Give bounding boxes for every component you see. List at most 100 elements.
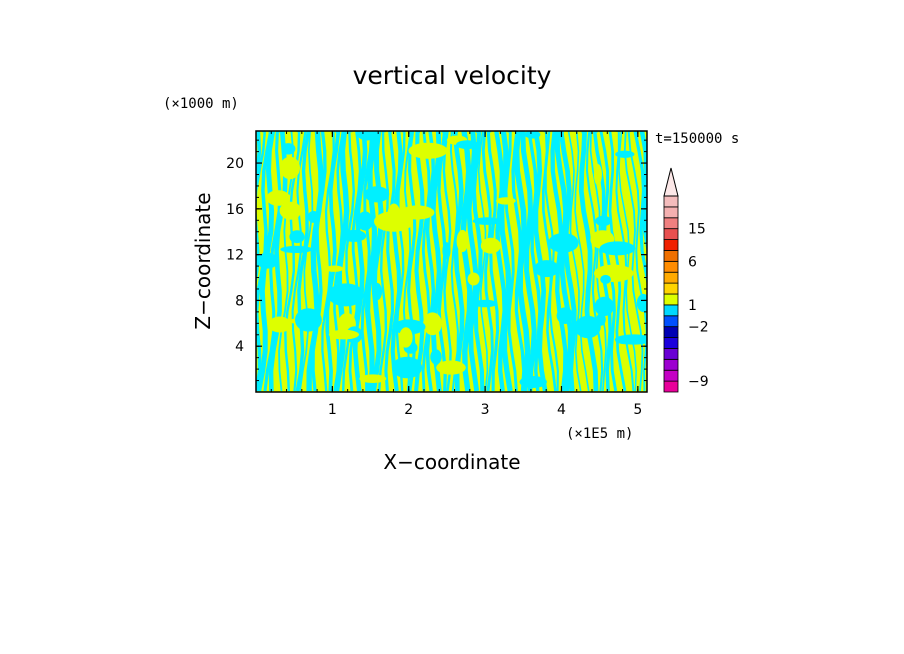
colorbar-band bbox=[663, 271, 679, 284]
field-stripe bbox=[578, 131, 599, 392]
field-patch bbox=[325, 265, 344, 272]
field-stripe bbox=[395, 131, 406, 392]
field-stripe bbox=[348, 131, 362, 392]
field-stripe bbox=[342, 131, 356, 392]
field-patch bbox=[534, 260, 559, 278]
field-stripe bbox=[466, 131, 480, 392]
field-patch bbox=[307, 210, 320, 223]
field-stripe bbox=[390, 131, 403, 392]
field-stripe bbox=[311, 131, 327, 392]
colorbar-band bbox=[663, 380, 679, 393]
field-patch bbox=[281, 143, 296, 155]
field-patch bbox=[391, 356, 423, 379]
x-axis-label: X−coordinate bbox=[383, 450, 520, 474]
field-patch bbox=[593, 164, 602, 186]
y-axis-label: Z−coordinate bbox=[191, 192, 215, 329]
field-stripe bbox=[589, 131, 607, 392]
field-stripe bbox=[544, 131, 559, 392]
field-stripe bbox=[256, 131, 276, 392]
field-patch bbox=[372, 282, 383, 301]
field-stripe bbox=[574, 131, 590, 392]
colorbar-overflow-arrow bbox=[663, 167, 679, 197]
field-patch bbox=[636, 293, 647, 313]
field-stripe bbox=[325, 131, 341, 392]
field-patch bbox=[430, 349, 442, 365]
field-stripe bbox=[639, 131, 647, 254]
x-tick-label: 3 bbox=[481, 402, 490, 418]
field-patch bbox=[594, 296, 614, 317]
field-stripe bbox=[567, 131, 582, 392]
field-patch bbox=[556, 307, 574, 325]
field-patch bbox=[392, 319, 426, 335]
field-patch bbox=[400, 205, 435, 220]
field-patch bbox=[456, 229, 469, 253]
colorbar-band bbox=[663, 195, 679, 208]
x-tick-label: 1 bbox=[328, 402, 337, 418]
field-patch bbox=[496, 197, 516, 205]
field-patch bbox=[595, 215, 612, 227]
field-stripe bbox=[504, 131, 518, 392]
field-patch bbox=[289, 230, 305, 244]
field-stripe bbox=[378, 131, 390, 392]
field-stripe bbox=[452, 131, 465, 392]
field-patch bbox=[359, 374, 387, 384]
field-patch bbox=[266, 190, 291, 206]
field-stripe bbox=[414, 131, 425, 392]
x-axis-unit: (×1E5 m) bbox=[566, 426, 633, 442]
colorbar-tick-label: −9 bbox=[688, 374, 709, 390]
field-patch bbox=[408, 142, 448, 159]
field-patch bbox=[467, 272, 480, 286]
field-stripe bbox=[592, 131, 612, 392]
field-patch bbox=[364, 186, 390, 203]
colorbar-band bbox=[663, 304, 679, 317]
field-patch bbox=[524, 131, 541, 139]
y-tick-label: 8 bbox=[235, 293, 244, 309]
field-patch bbox=[268, 316, 292, 333]
field-patch bbox=[455, 140, 479, 150]
velocity-field bbox=[256, 131, 647, 392]
y-tick-label: 4 bbox=[235, 339, 244, 355]
field-patch bbox=[357, 211, 373, 231]
field-patch bbox=[600, 274, 611, 284]
colorbar-tick-label: 6 bbox=[688, 254, 697, 270]
plot-frame bbox=[255, 130, 648, 393]
field-patch bbox=[279, 201, 302, 220]
field-stripe bbox=[498, 131, 513, 392]
field-patch bbox=[615, 150, 635, 158]
field-stripe bbox=[585, 131, 604, 392]
field-patch bbox=[472, 217, 501, 225]
colorbar-band bbox=[663, 293, 679, 306]
field-stripe bbox=[371, 131, 384, 392]
colorbar-band bbox=[663, 206, 679, 219]
y-axis-unit: (×1000 m) bbox=[163, 96, 239, 112]
colorbar-band bbox=[663, 326, 679, 338]
colorbar-band bbox=[663, 337, 679, 349]
y-axis-ticks: 4 8 12 16 20 bbox=[226, 139, 647, 382]
field-patch bbox=[280, 245, 313, 253]
y-tick-label: 12 bbox=[226, 248, 244, 264]
field-patch bbox=[480, 237, 501, 254]
field-patch bbox=[399, 327, 413, 348]
colorbar-tick-label: 1 bbox=[688, 298, 697, 314]
field-patch bbox=[423, 312, 442, 336]
field-patch bbox=[614, 334, 647, 345]
field-patch bbox=[341, 229, 367, 242]
field-stripe bbox=[321, 131, 335, 392]
field-patch bbox=[436, 360, 466, 375]
chart-title: vertical velocity bbox=[353, 61, 552, 90]
x-axis-ticks: 1 2 3 4 5 bbox=[270, 131, 642, 418]
y-tick-label: 20 bbox=[226, 156, 244, 172]
field-stripe bbox=[352, 131, 368, 392]
x-tick-label: 5 bbox=[633, 402, 642, 418]
field-patch bbox=[574, 315, 601, 339]
field-patch bbox=[256, 252, 279, 269]
field-stripe bbox=[268, 131, 288, 392]
field-patch bbox=[519, 376, 547, 388]
colorbar-band bbox=[663, 239, 679, 251]
field-patch bbox=[295, 308, 322, 332]
field-stripe bbox=[627, 131, 647, 392]
field-patch bbox=[599, 241, 636, 256]
colorbar-band bbox=[663, 250, 679, 262]
field-patch bbox=[328, 329, 359, 340]
field-patch bbox=[473, 299, 498, 308]
